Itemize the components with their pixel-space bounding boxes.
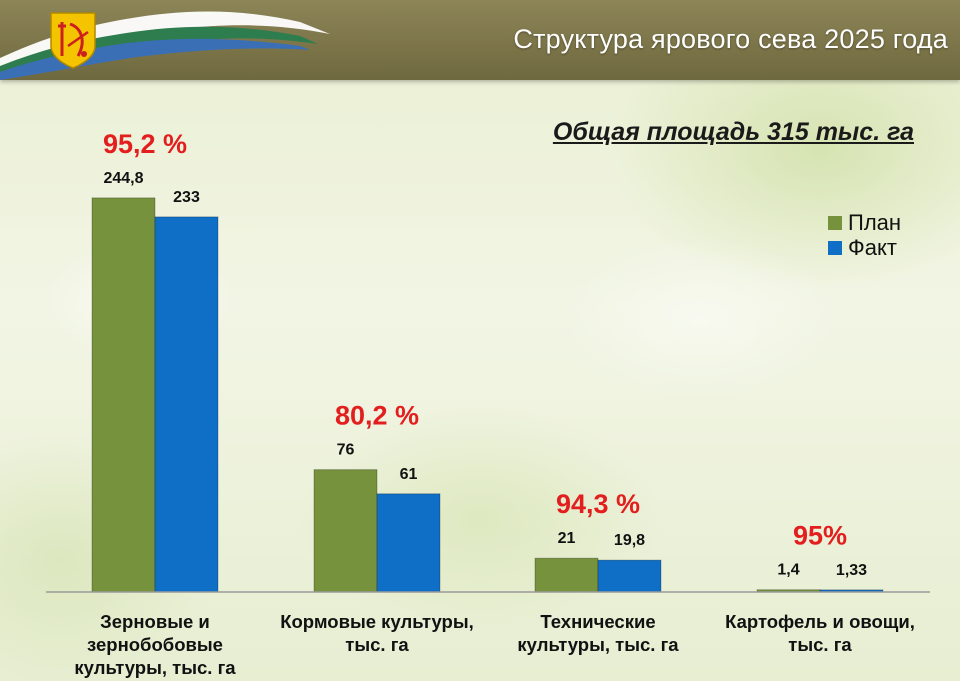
value-label-fact-0: 233 (173, 189, 200, 206)
legend-label-fact: Факт (848, 234, 897, 260)
legend: План Факт (828, 210, 901, 260)
legend-item-fact: Факт (828, 235, 901, 260)
value-label-plan-1: 76 (337, 442, 355, 459)
bar-plan-2 (534, 557, 599, 593)
value-label-fact-2: 19,8 (614, 532, 645, 549)
coat-of-arms-icon (50, 12, 96, 69)
percent-label-0: 95,2 % (103, 129, 187, 159)
bar-fact-2 (597, 559, 662, 593)
value-label-plan-2: 21 (558, 530, 576, 547)
legend-swatch-fact (828, 240, 842, 255)
percent-label-2: 94,3 % (556, 489, 640, 519)
value-label-fact-1: 61 (400, 466, 418, 483)
bar-plan-1 (313, 469, 378, 593)
chart-subtitle: Общая площадь 315 тыс. га (552, 118, 914, 146)
bar-fact-0 (154, 216, 219, 593)
percent-label-3: 95% (793, 521, 847, 551)
header-bar: Структура ярового сева 2025 года (0, 0, 960, 80)
bar-plan-0 (91, 197, 156, 593)
value-label-plan-0: 244,8 (103, 170, 143, 187)
value-label-fact-3: 1,33 (836, 562, 867, 579)
category-label-1: Кормовые культуры, тыс. га (280, 611, 474, 655)
category-label-0: Зерновые и зернобобовые культуры, тыс. г… (74, 611, 236, 678)
legend-item-plan: План (828, 210, 901, 235)
page-title: Структура ярового сева 2025 года (513, 24, 948, 54)
value-label-plan-3: 1,4 (777, 562, 799, 579)
category-label-3: Картофель и овощи, тыс. га (725, 611, 915, 655)
bar-fact-1 (376, 493, 441, 593)
legend-swatch-plan (828, 215, 842, 230)
category-label-2: Технические культуры, тыс. га (517, 611, 679, 655)
percent-label-1: 80,2 % (335, 401, 419, 431)
legend-label-plan: План (848, 209, 902, 235)
